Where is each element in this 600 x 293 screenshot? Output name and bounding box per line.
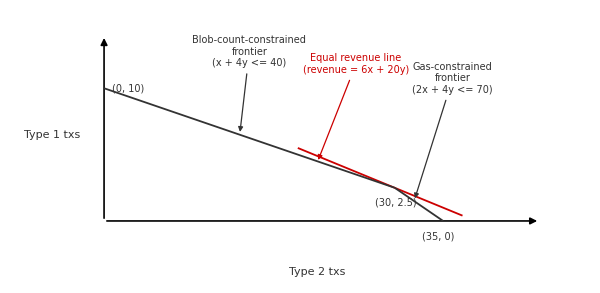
Text: Blob-count-constrained
frontier
(x + 4y <= 40): Blob-count-constrained frontier (x + 4y … (193, 35, 307, 131)
Text: Equal revenue line
(revenue = 6x + 20y): Equal revenue line (revenue = 6x + 20y) (303, 53, 409, 159)
Text: Type 2 txs: Type 2 txs (289, 268, 346, 277)
Text: (0, 10): (0, 10) (112, 83, 144, 93)
Text: Type 1 txs: Type 1 txs (23, 130, 80, 140)
Text: (35, 0): (35, 0) (422, 231, 454, 241)
Text: (30, 2.5): (30, 2.5) (376, 197, 417, 207)
Text: Gas-constrained
frontier
(2x + 4y <= 70): Gas-constrained frontier (2x + 4y <= 70) (413, 62, 493, 197)
